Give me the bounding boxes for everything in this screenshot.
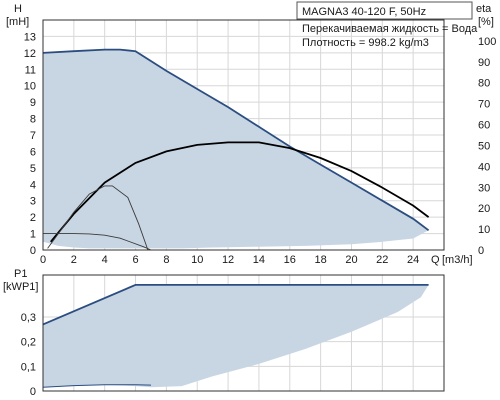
y-axis-label-unit: [mH] xyxy=(6,16,29,28)
power-chart-frame xyxy=(42,274,445,392)
efficiency-curve xyxy=(50,141,430,243)
y2-tick-label: 40 xyxy=(478,161,490,173)
x-axis-label-unit: [m3/h] xyxy=(442,254,473,266)
chart-marks xyxy=(42,48,430,388)
y-tick-label: 3 xyxy=(30,196,36,208)
y-tick-label: 5 xyxy=(30,163,36,175)
y-tick-label: 11 xyxy=(25,64,36,76)
y-tick-label: 6 xyxy=(30,146,36,158)
x-tick-label: 6 xyxy=(132,254,138,266)
y-tick-label: 13 xyxy=(24,31,36,43)
y-tick-label: 12 xyxy=(24,48,36,60)
annotation-density: Плотность = 998.2 kg/m3 xyxy=(302,37,429,49)
x-tick-label: 24 xyxy=(407,254,419,266)
x-tick-label: 22 xyxy=(376,254,388,266)
y2-axis-label-name: eta xyxy=(476,3,492,15)
x-tick-label: 16 xyxy=(284,254,296,266)
y-tick-label: 9 xyxy=(30,97,36,109)
power-y-tick-label: 0,1 xyxy=(21,361,36,373)
y2-tick-label: 30 xyxy=(478,182,490,194)
min-power-curve xyxy=(42,384,152,388)
y-tick-label: 10 xyxy=(24,81,36,93)
y-tick-label: 0 xyxy=(30,245,36,257)
power-area xyxy=(43,284,429,388)
y-tick-label: 8 xyxy=(30,114,36,126)
y2-tick-label: 50 xyxy=(478,140,490,152)
y2-tick-label: 100 xyxy=(478,36,496,48)
chart-title: MAGNA3 40-120 F, 50Hz xyxy=(302,6,426,18)
min-curve xyxy=(47,185,149,251)
y-tick-label: 7 xyxy=(30,130,36,142)
x-tick-label: 4 xyxy=(102,254,108,266)
power-axis-label-name: P1 xyxy=(14,268,27,280)
y-tick-label: 4 xyxy=(30,179,36,191)
max-head-curve xyxy=(42,48,430,232)
min-curve xyxy=(43,233,152,251)
x-tick-label: 2 xyxy=(71,254,77,266)
title-box xyxy=(296,1,473,20)
y2-tick-label: 80 xyxy=(478,78,490,90)
y-tick-label: 1 xyxy=(30,229,36,241)
power-y-tick-label: 0 xyxy=(30,386,36,398)
operating-area xyxy=(43,49,429,249)
x-tick-label: 14 xyxy=(253,254,265,266)
y2-tick-label: 90 xyxy=(478,57,490,69)
x-tick-label: 8 xyxy=(163,254,169,266)
y2-tick-label: 20 xyxy=(478,203,490,215)
head-chart-frame xyxy=(42,19,445,251)
x-tick-label: 12 xyxy=(222,254,234,266)
x-tick-label: 18 xyxy=(314,254,326,266)
max-power-curve xyxy=(42,284,429,326)
y-tick-label: 2 xyxy=(30,212,36,224)
power-y-tick-label: 0,2 xyxy=(21,337,36,349)
x-tick-label: 10 xyxy=(191,254,203,266)
y2-tick-label: 60 xyxy=(478,120,490,132)
annotation-fluid: Перекачиваемая жидкость = Вода xyxy=(302,23,478,35)
y2-tick-label: 70 xyxy=(478,99,490,111)
y-axis-label-name: H xyxy=(14,3,22,15)
power-y-tick-label: 0,3 xyxy=(21,312,36,324)
x-tick-label: 20 xyxy=(345,254,357,266)
power-axis-label-unit: [kWP1] xyxy=(3,281,38,293)
y2-tick-label: 10 xyxy=(478,224,490,236)
x-tick-label: 0 xyxy=(40,254,46,266)
y2-axis-label-unit: [%] xyxy=(478,16,494,28)
y2-tick-label: 0 xyxy=(478,245,484,257)
x-axis-label-name: Q xyxy=(431,254,440,266)
